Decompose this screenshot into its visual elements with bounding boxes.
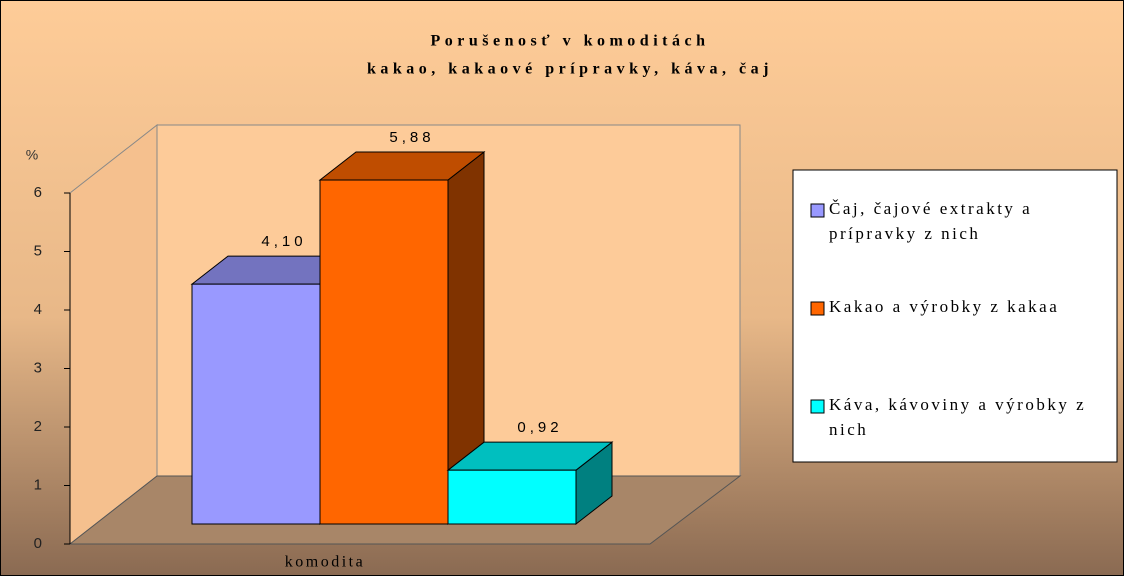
- legend-label: Káva, kávoviny a výrobky z nich: [829, 395, 1087, 439]
- y-tick-label: 3: [34, 359, 42, 376]
- chart-subtitle: kakao, kakaové prípravky, káva, čaj: [367, 61, 773, 78]
- legend-label: Čaj, čajové extrakty a prípravky z nich: [829, 199, 1033, 243]
- y-tick-label: 4: [34, 301, 42, 318]
- y-tick-label: 2: [34, 418, 42, 435]
- legend-swatch: [810, 301, 825, 316]
- legend-swatch: [810, 399, 825, 414]
- data-label: 0,92: [517, 419, 562, 436]
- y-tick-label: 6: [34, 184, 42, 201]
- data-label: 4,10: [261, 233, 306, 250]
- y-tick-label: 0: [34, 535, 42, 552]
- legend-entry: Káva, kávoviny a výrobky z nich: [829, 395, 1087, 439]
- chart-title: Porušenosť v komoditách: [431, 33, 710, 50]
- legend-label: Kakao a výrobky z kakaa: [829, 297, 1060, 316]
- side-wall: [69, 123, 158, 546]
- legend-entry: Čaj, čajové extrakty a prípravky z nich: [829, 199, 1033, 243]
- legend-swatch: [810, 203, 825, 218]
- y-tick-label: 1: [34, 476, 42, 493]
- bar: [447, 469, 577, 525]
- y-tick-label: 5: [34, 242, 42, 259]
- legend-entry: Kakao a výrobky z kakaa: [829, 297, 1060, 316]
- x-tick-label: komodita: [285, 554, 365, 571]
- y-axis-label: %: [26, 147, 38, 163]
- data-label: 5,88: [389, 129, 434, 146]
- bar: [191, 283, 321, 525]
- legend-box: [792, 169, 1118, 463]
- bar: [319, 179, 449, 525]
